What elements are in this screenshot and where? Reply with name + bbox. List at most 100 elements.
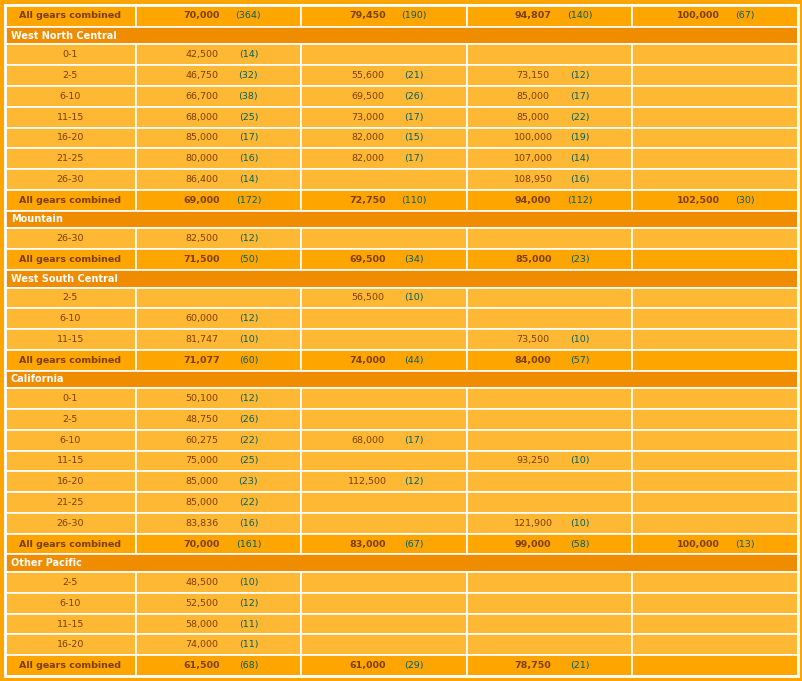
Text: 83,000: 83,000 xyxy=(349,539,386,549)
Bar xyxy=(5,370,797,388)
Text: (67): (67) xyxy=(403,539,423,549)
Text: (34): (34) xyxy=(403,255,423,264)
Text: 6-10: 6-10 xyxy=(59,599,81,607)
Bar xyxy=(301,534,466,554)
Text: 73,150: 73,150 xyxy=(516,71,549,80)
Bar xyxy=(301,169,466,190)
Bar xyxy=(466,350,632,370)
Text: 112,500: 112,500 xyxy=(347,477,387,486)
Bar xyxy=(5,65,136,86)
Bar xyxy=(5,190,136,210)
Text: (10): (10) xyxy=(569,456,589,466)
Bar xyxy=(136,65,301,86)
Bar xyxy=(136,287,301,308)
Text: 94,000: 94,000 xyxy=(514,195,551,205)
Bar xyxy=(5,572,136,593)
Bar xyxy=(136,430,301,451)
Bar xyxy=(466,127,632,148)
Bar xyxy=(301,430,466,451)
Text: 74,000: 74,000 xyxy=(349,355,386,365)
Bar xyxy=(136,169,301,190)
Text: (60): (60) xyxy=(238,355,257,365)
Bar xyxy=(632,5,797,27)
Bar xyxy=(632,593,797,614)
Bar xyxy=(301,308,466,329)
Bar xyxy=(632,169,797,190)
Text: 11-15: 11-15 xyxy=(57,335,84,344)
Bar xyxy=(5,492,136,513)
Bar xyxy=(301,614,466,635)
Text: (190): (190) xyxy=(401,12,426,20)
Bar xyxy=(136,228,301,249)
Text: (67): (67) xyxy=(735,12,754,20)
Text: (57): (57) xyxy=(569,355,589,365)
Text: 102,500: 102,500 xyxy=(676,195,719,205)
Text: 48,750: 48,750 xyxy=(185,415,218,424)
Text: (10): (10) xyxy=(238,578,257,587)
Text: 42,500: 42,500 xyxy=(185,50,218,59)
Text: (14): (14) xyxy=(238,175,257,184)
Bar xyxy=(5,148,136,169)
Bar xyxy=(5,249,136,270)
Text: (11): (11) xyxy=(238,640,257,650)
Bar xyxy=(301,388,466,409)
Text: (161): (161) xyxy=(235,539,261,549)
Bar xyxy=(466,430,632,451)
Bar xyxy=(301,492,466,513)
Bar xyxy=(136,635,301,655)
Text: 52,500: 52,500 xyxy=(185,599,218,607)
Text: (17): (17) xyxy=(238,133,257,142)
Bar xyxy=(5,287,136,308)
Bar xyxy=(301,190,466,210)
Text: (364): (364) xyxy=(235,12,261,20)
Text: 2-5: 2-5 xyxy=(63,294,78,302)
Bar xyxy=(5,350,136,370)
Bar xyxy=(5,593,136,614)
Text: 0-1: 0-1 xyxy=(63,50,78,59)
Text: (25): (25) xyxy=(238,112,257,122)
Bar xyxy=(136,451,301,471)
Text: 78,750: 78,750 xyxy=(514,661,551,670)
Bar xyxy=(5,635,136,655)
Text: 74,000: 74,000 xyxy=(185,640,218,650)
Text: 16-20: 16-20 xyxy=(57,133,84,142)
Text: (16): (16) xyxy=(238,154,257,163)
Bar xyxy=(301,329,466,350)
Bar xyxy=(136,513,301,534)
Bar xyxy=(5,308,136,329)
Bar xyxy=(466,614,632,635)
Bar xyxy=(632,534,797,554)
Text: (10): (10) xyxy=(238,335,257,344)
Text: 73,000: 73,000 xyxy=(350,112,383,122)
Bar xyxy=(136,350,301,370)
Text: 46,750: 46,750 xyxy=(185,71,218,80)
Text: 0-1: 0-1 xyxy=(63,394,78,403)
Bar xyxy=(136,572,301,593)
Bar xyxy=(301,287,466,308)
Bar xyxy=(136,249,301,270)
Bar xyxy=(466,388,632,409)
Text: 72,750: 72,750 xyxy=(349,195,386,205)
Text: 85,000: 85,000 xyxy=(185,133,218,142)
Text: 85,000: 85,000 xyxy=(516,92,549,101)
Bar xyxy=(5,210,797,228)
Bar xyxy=(632,86,797,107)
Text: (11): (11) xyxy=(238,620,257,629)
Text: (12): (12) xyxy=(569,71,589,80)
Bar xyxy=(466,287,632,308)
Text: All gears combined: All gears combined xyxy=(19,661,121,670)
Bar xyxy=(5,655,136,676)
Text: (58): (58) xyxy=(569,539,589,549)
Text: 73,500: 73,500 xyxy=(516,335,549,344)
Bar xyxy=(5,169,136,190)
Bar xyxy=(632,492,797,513)
Text: (23): (23) xyxy=(238,477,258,486)
Bar xyxy=(632,107,797,127)
Bar xyxy=(632,655,797,676)
Bar xyxy=(136,471,301,492)
Bar xyxy=(5,86,136,107)
Bar xyxy=(466,190,632,210)
Bar xyxy=(632,44,797,65)
Text: 71,500: 71,500 xyxy=(184,255,220,264)
Bar xyxy=(136,44,301,65)
